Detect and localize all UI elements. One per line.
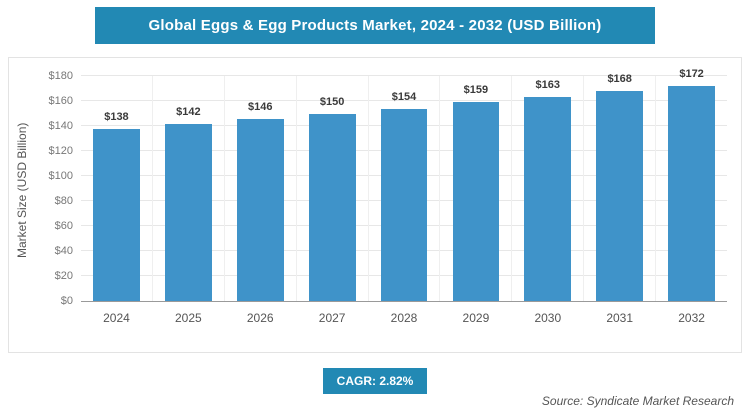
x-tick-label: 2027 (318, 311, 346, 325)
bar-value-label: $159 (463, 84, 489, 97)
bar-column-2027: $150 2027 (297, 76, 369, 325)
bar-2025 (164, 123, 212, 301)
x-tick-label: 2029 (462, 311, 490, 325)
chart-title-band: Global Eggs & Egg Products Market, 2024 … (95, 7, 655, 44)
bar-value-label: $142 (176, 105, 201, 118)
bar-column-2029: $159 2029 (440, 76, 513, 325)
x-tick-label: 2026 (246, 311, 274, 325)
bar-column-2030: $163 2030 (512, 76, 585, 325)
bar-2026 (236, 118, 284, 301)
y-tick-label: $180 (48, 70, 73, 82)
bar-2029 (452, 102, 500, 301)
bar-column-2031: $168 2031 (584, 73, 657, 325)
y-tick-label: $80 (54, 195, 73, 207)
y-tick-label: $0 (60, 295, 73, 307)
bar-2028 (380, 108, 428, 301)
chart-container: Market Size (USD Billion) $0 $20 $40 $60 $80… (8, 57, 742, 353)
y-tick-label: $140 (48, 120, 73, 132)
bar-2031 (596, 91, 644, 301)
plot-area: $0 $20 $40 $60 $80 $100 $120 $140 $160 $180 $138 20… (49, 68, 727, 325)
y-tick-label: $40 (54, 245, 73, 257)
chart-footer: CAGR: 2.82% Source: Syndicate Market Res… (0, 368, 750, 417)
source-text: Source: Syndicate Market Research (541, 394, 734, 408)
cagr-badge: CAGR: 2.82% (322, 368, 428, 394)
y-axis-title: Market Size (USD Billion) (15, 122, 29, 258)
y-tick-label: $120 (48, 145, 73, 158)
x-tick-label: 2025 (174, 311, 202, 325)
gridline (81, 75, 727, 76)
bar-series: $138 2024 $142 2025 $146 2026 $150 2027 $154 2028… (81, 68, 727, 325)
x-tick-label: 2032 (678, 311, 705, 325)
bar-value-label: $172 (679, 68, 704, 80)
bar-value-label: $163 (535, 79, 561, 92)
bar-value-label: $146 (247, 100, 273, 113)
bar-2024 (93, 128, 140, 301)
bar-value-label: $150 (319, 95, 345, 108)
bar-2032 (668, 86, 715, 301)
bar-value-label: $168 (607, 73, 632, 85)
bar-column-2028: $154 2028 (369, 76, 441, 325)
x-tick-label: 2030 (534, 311, 562, 325)
bar-column-2026: $146 2026 (225, 76, 297, 325)
bar-column-2024: $138 2024 (81, 76, 153, 325)
y-tick-label: $100 (48, 170, 73, 182)
x-tick-label: 2031 (606, 311, 634, 325)
bar-column-2025: $142 2025 (153, 76, 225, 325)
x-tick-label: 2024 (103, 311, 130, 325)
x-tick-label: 2028 (390, 311, 418, 325)
bar-value-label: $154 (391, 90, 417, 103)
bar-2027 (308, 113, 356, 301)
chart-title: Global Eggs & Egg Products Market, 2024 … (148, 17, 602, 34)
bar-value-label: $138 (104, 110, 129, 123)
gridline (81, 100, 727, 101)
y-tick-label: $60 (54, 220, 73, 233)
y-tick-label: $20 (54, 270, 73, 282)
y-tick-label: $160 (48, 95, 73, 107)
bar-2030 (524, 97, 572, 301)
bar-column-2032: $172 2032 (656, 68, 727, 325)
